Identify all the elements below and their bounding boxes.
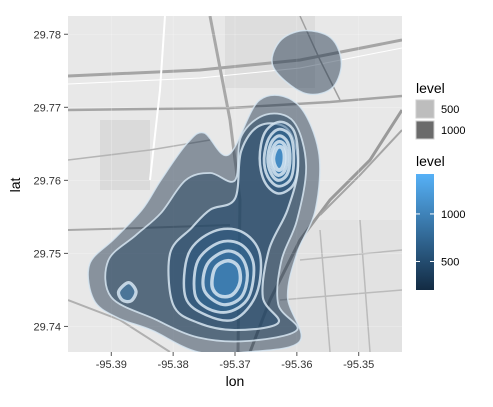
color-legend-title: level bbox=[416, 153, 445, 169]
contour-level-200 bbox=[271, 29, 343, 96]
density-contours bbox=[87, 29, 343, 352]
x-axis-ticks: -95.39 -95.38 -95.37 -95.36 -95.35 bbox=[96, 352, 374, 371]
highway-line bbox=[359, 219, 371, 352]
color-legend: level 500 1000 bbox=[416, 153, 465, 290]
colorbar-label: 1000 bbox=[441, 209, 465, 221]
contour-level-350 bbox=[104, 112, 308, 343]
size-legend-key-1000 bbox=[415, 120, 435, 140]
highway-line bbox=[68, 299, 171, 352]
y-axis-ticks: 29.74 29.75 29.76 29.77 29.78 bbox=[33, 29, 68, 333]
size-legend-label-1000: 1000 bbox=[441, 125, 465, 137]
x-axis-title: lon bbox=[226, 373, 245, 389]
y-tick-label: 29.74 bbox=[33, 321, 61, 333]
x-tick-label: -95.39 bbox=[96, 359, 127, 371]
x-tick-label: -95.38 bbox=[158, 359, 189, 371]
contour-level-1100 bbox=[210, 258, 243, 299]
size-legend-title: level bbox=[416, 80, 445, 96]
highway-line bbox=[319, 129, 402, 216]
downtown-blocks bbox=[260, 220, 402, 352]
x-tick-label: -95.36 bbox=[281, 359, 312, 371]
size-legend-label-500: 500 bbox=[441, 104, 459, 116]
highway-line bbox=[68, 139, 211, 161]
highway-line bbox=[248, 109, 402, 352]
basemap bbox=[68, 16, 402, 352]
highway-line bbox=[68, 38, 402, 78]
highway-line bbox=[299, 249, 402, 261]
contour-level-1250 bbox=[271, 144, 287, 173]
highway-line bbox=[68, 47, 402, 85]
y-tick-label: 29.78 bbox=[33, 29, 61, 41]
contour-level-1000 bbox=[116, 280, 138, 304]
colorbar bbox=[416, 174, 434, 290]
highway-line bbox=[68, 224, 231, 231]
highway-line bbox=[279, 289, 402, 301]
size-legend-key-500 bbox=[415, 99, 435, 119]
x-tick-label: -95.35 bbox=[343, 359, 374, 371]
highway-line bbox=[68, 94, 402, 112]
x-tick-label: -95.37 bbox=[219, 359, 250, 371]
y-axis-title: lat bbox=[7, 178, 23, 193]
colorbar-ticks: 500 1000 bbox=[416, 209, 465, 268]
highway-line bbox=[319, 229, 331, 352]
colorbar-label: 500 bbox=[441, 256, 459, 268]
y-tick-label: 29.77 bbox=[33, 102, 61, 114]
y-tick-label: 29.76 bbox=[33, 175, 61, 187]
y-tick-label: 29.75 bbox=[33, 248, 61, 260]
industrial-area bbox=[225, 16, 315, 88]
size-legend: level 500 1000 bbox=[415, 80, 465, 140]
